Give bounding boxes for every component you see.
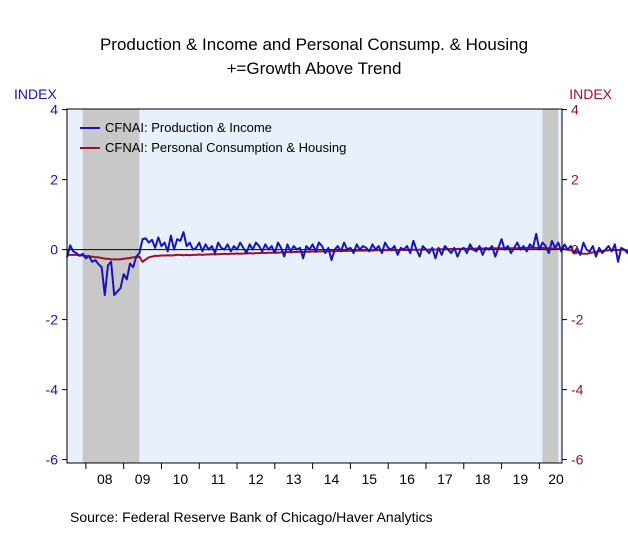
y-tick-label-left: -4 (46, 382, 59, 398)
x-tick-label: 16 (399, 471, 415, 487)
series-line-1 (66, 231, 628, 297)
x-tick-label: 09 (135, 471, 151, 487)
chart-title: Production & Income and Personal Consump… (100, 35, 528, 54)
y-tick-label-right: -2 (571, 312, 584, 328)
recession-band-1 (82, 109, 140, 463)
x-tick-label: 15 (362, 471, 378, 487)
x-tick-label: 11 (211, 471, 226, 487)
legend-label-production: CFNAI: Production & Income (105, 120, 272, 135)
plot-border (66, 108, 563, 464)
y-tick-label-right: 4 (571, 102, 579, 118)
x-tick-label: 14 (324, 471, 340, 487)
legend: CFNAI: Production & Income CFNAI: Person… (80, 120, 346, 155)
axes: 4 42 20 0-2 -2-4 -4-6 -608 09 10 11 12 13 14 15 16 17 18… (46, 102, 584, 487)
x-tick-label: 18 (475, 471, 491, 487)
y-tick-label-right: -4 (571, 382, 584, 398)
x-tick-label: 13 (286, 471, 302, 487)
y-tick-label-left: 4 (50, 102, 58, 118)
y-tick-label-right: -6 (571, 452, 584, 468)
x-tick-label: 10 (173, 471, 189, 487)
y-tick-label-left: 2 (50, 172, 58, 188)
plot-area (67, 109, 562, 463)
x-tick-label: 19 (513, 471, 529, 487)
y-tick-label-left: -6 (46, 452, 59, 468)
y-tick-label-right: 0 (571, 242, 579, 258)
y-tick-label-right: 2 (571, 172, 579, 188)
y-tick-label-left: 0 (50, 242, 58, 258)
source-note: Source: Federal Reserve Bank of Chicago/… (70, 509, 433, 525)
recession-shading (82, 109, 559, 463)
recession-band-2 (542, 109, 559, 463)
x-tick-label: 17 (437, 471, 453, 487)
x-tick-label: 12 (248, 471, 264, 487)
x-tick-label: 20 (548, 471, 564, 487)
series-lines (66, 231, 628, 297)
chart-subtitle: +=Growth Above Trend (227, 59, 402, 78)
right-axis-label: INDEX (569, 86, 612, 102)
y-tick-label-left: -2 (46, 312, 59, 328)
x-tick-label: 08 (97, 471, 113, 487)
left-axis-label: INDEX (14, 86, 57, 102)
legend-label-consumption: CFNAI: Personal Consumption & Housing (105, 140, 346, 155)
